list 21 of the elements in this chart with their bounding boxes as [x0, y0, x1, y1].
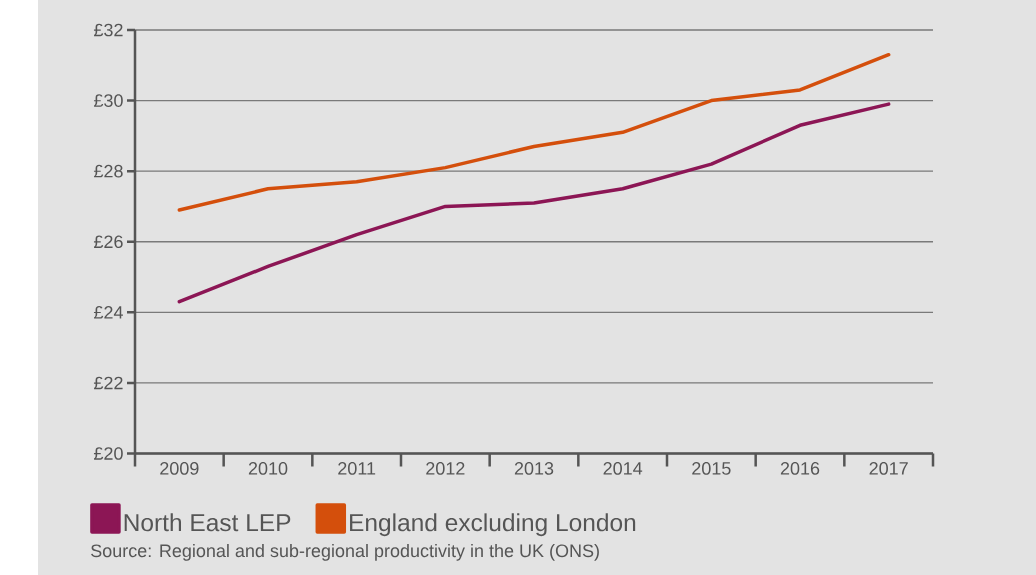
y-tick-label: £28: [93, 164, 123, 178]
legend-label: England excluding London: [350, 513, 636, 537]
y-tick-label: £24: [93, 306, 123, 319]
x-tick-label: 2010: [248, 462, 288, 475]
y-tick-label: £22: [93, 376, 123, 390]
x-tick-label: 2013: [514, 462, 554, 475]
legend-label: North East LEP: [124, 513, 291, 532]
source-note: Source: Regional and sub-regional productivity in the UK (ONS): [91, 543, 599, 561]
y-tick-label: £30: [93, 94, 123, 107]
x-tick-label: 2017: [869, 462, 908, 475]
y-tick-label: £20: [93, 447, 123, 460]
x-tick-label: 2009: [160, 462, 199, 475]
y-tick-label: £26: [93, 235, 123, 249]
x-tick-label: 2015: [692, 462, 731, 475]
x-tick-label: 2011: [338, 462, 376, 475]
x-tick-label: 2016: [780, 462, 820, 475]
line-series: [177, 52, 891, 212]
x-tick-label: 2014: [603, 462, 643, 475]
y-tick-label: £32: [93, 23, 123, 37]
line-series: [177, 102, 891, 304]
x-tick-label: 2012: [426, 462, 465, 475]
